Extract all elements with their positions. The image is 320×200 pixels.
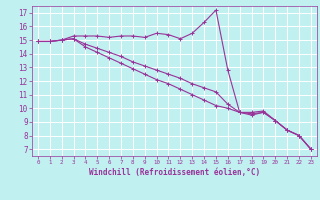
X-axis label: Windchill (Refroidissement éolien,°C): Windchill (Refroidissement éolien,°C) (89, 168, 260, 177)
